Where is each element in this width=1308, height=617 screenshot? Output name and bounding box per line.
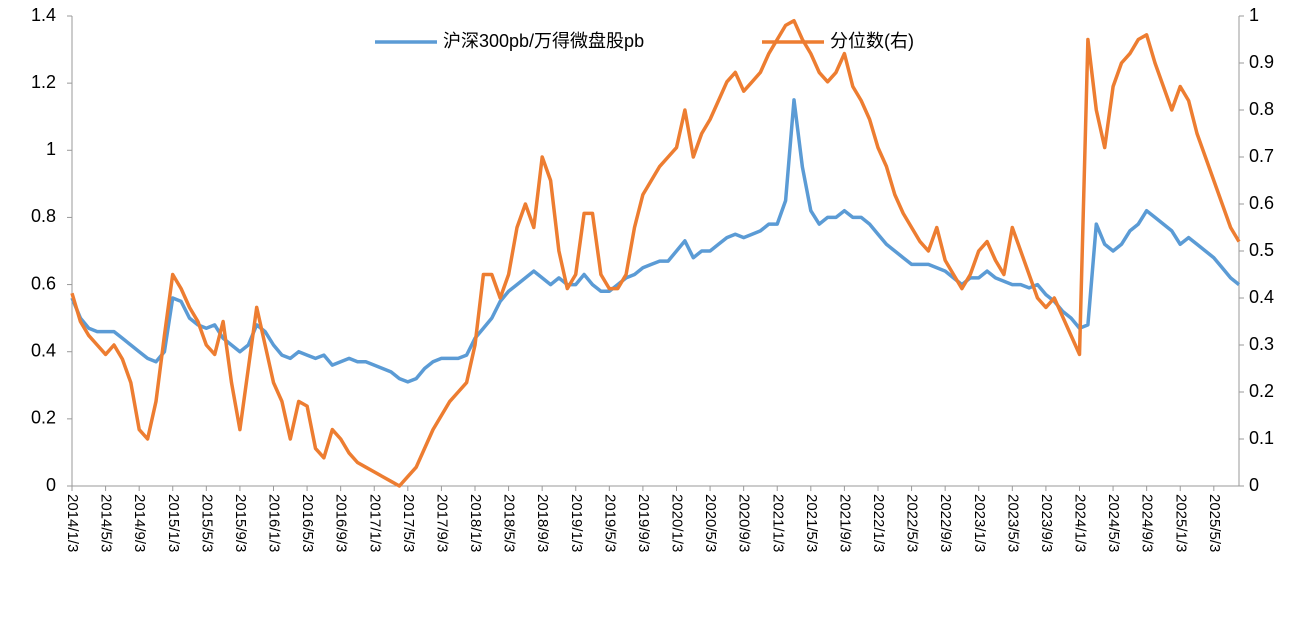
x-tick-label: 2020/1/3 [669, 494, 686, 552]
x-tick-label: 2023/1/3 [971, 494, 988, 552]
x-tick-label: 2014/5/3 [98, 494, 115, 552]
y2-tick-label: 0.6 [1249, 193, 1274, 213]
x-tick-label: 2016/5/3 [299, 494, 316, 552]
y-tick-label: 0 [46, 475, 56, 495]
x-tick-label: 2024/9/3 [1139, 494, 1156, 552]
x-tick-label: 2018/5/3 [501, 494, 518, 552]
x-tick-label: 2019/5/3 [601, 494, 618, 552]
x-tick-label: 2015/1/3 [165, 494, 182, 552]
y-tick-label: 1 [46, 139, 56, 159]
x-tick-label: 2016/9/3 [333, 494, 350, 552]
x-tick-label: 2023/9/3 [1038, 494, 1055, 552]
y2-tick-label: 0.2 [1249, 381, 1274, 401]
x-tick-label: 2024/1/3 [1072, 494, 1089, 552]
x-tick-label: 2019/1/3 [568, 494, 585, 552]
x-tick-label: 2020/5/3 [702, 494, 719, 552]
x-tick-label: 2017/1/3 [366, 494, 383, 552]
y2-tick-label: 0.1 [1249, 428, 1274, 448]
y-tick-label: 1.2 [31, 72, 56, 92]
y2-tick-label: 0.8 [1249, 99, 1274, 119]
x-tick-label: 2021/9/3 [836, 494, 853, 552]
legend-label: 沪深300pb/万得微盘股pb [443, 31, 644, 51]
x-tick-label: 2021/1/3 [769, 494, 786, 552]
y-tick-label: 0.6 [31, 273, 56, 293]
legend-label: 分位数(右) [830, 31, 914, 51]
x-tick-label: 2015/9/3 [232, 494, 249, 552]
x-tick-label: 2025/1/3 [1172, 494, 1189, 552]
x-tick-label: 2017/9/3 [433, 494, 450, 552]
x-tick-label: 2014/9/3 [131, 494, 148, 552]
x-tick-label: 2016/1/3 [266, 494, 283, 552]
y-tick-label: 0.4 [31, 340, 56, 360]
x-tick-label: 2022/9/3 [937, 494, 954, 552]
x-tick-label: 2019/9/3 [635, 494, 652, 552]
x-tick-label: 2021/5/3 [803, 494, 820, 552]
x-tick-label: 2025/5/3 [1206, 494, 1223, 552]
x-tick-label: 2015/5/3 [198, 494, 215, 552]
y-tick-label: 1.4 [31, 5, 56, 25]
x-tick-label: 2022/1/3 [870, 494, 887, 552]
y2-tick-label: 0 [1249, 475, 1259, 495]
y2-tick-label: 0.7 [1249, 146, 1274, 166]
x-tick-label: 2020/9/3 [736, 494, 753, 552]
x-tick-label: 2018/1/3 [467, 494, 484, 552]
x-tick-label: 2022/5/3 [904, 494, 921, 552]
x-tick-label: 2017/5/3 [400, 494, 417, 552]
y-tick-label: 0.2 [31, 408, 56, 428]
x-tick-label: 2014/1/3 [64, 494, 81, 552]
y2-tick-label: 1 [1249, 5, 1259, 25]
y2-tick-label: 0.4 [1249, 287, 1274, 307]
y2-tick-label: 0.5 [1249, 240, 1274, 260]
y2-tick-label: 0.3 [1249, 334, 1274, 354]
series-line [70, 18, 1241, 488]
x-tick-label: 2018/9/3 [534, 494, 551, 552]
x-tick-label: 2023/5/3 [1004, 494, 1021, 552]
series-line [70, 98, 1241, 384]
y2-tick-label: 0.9 [1249, 52, 1274, 72]
y-tick-label: 0.8 [31, 206, 56, 226]
x-tick-label: 2024/5/3 [1105, 494, 1122, 552]
